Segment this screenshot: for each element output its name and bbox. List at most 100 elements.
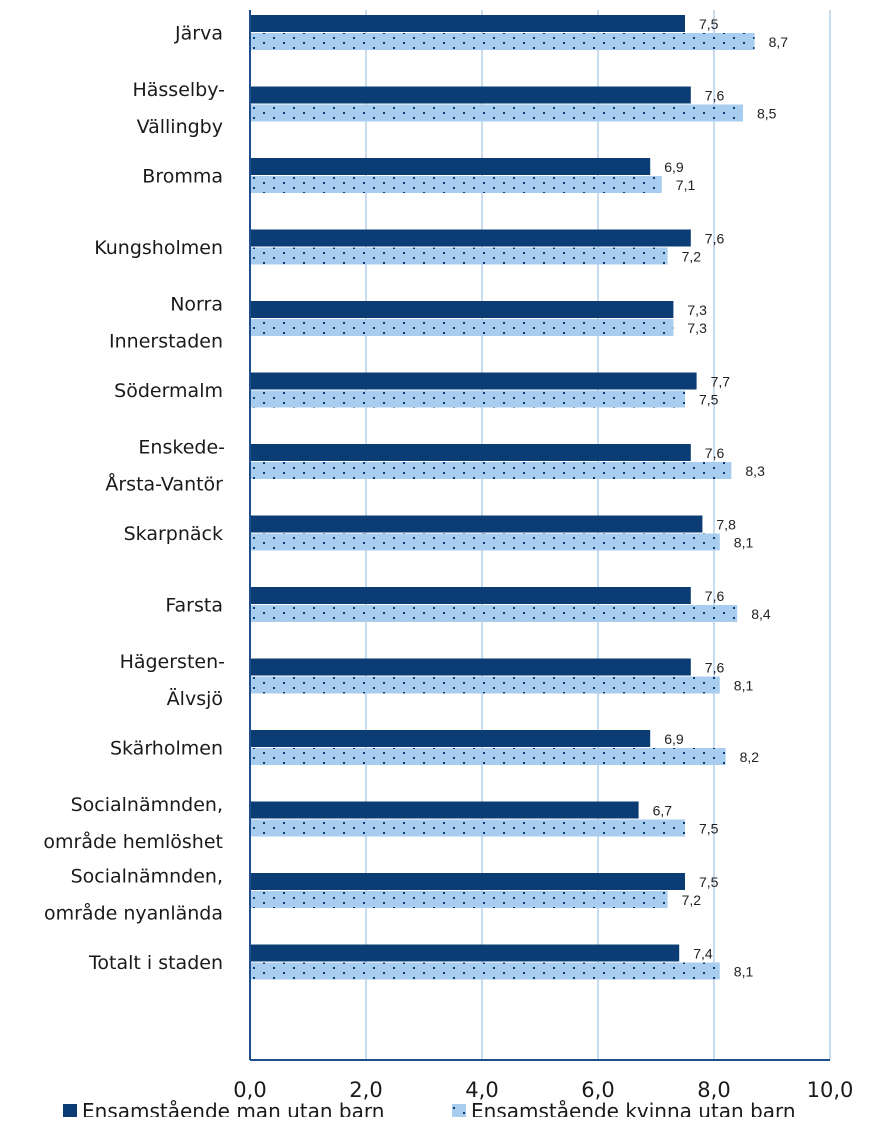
bar-man [250,587,691,604]
data-label-woman: 8,2 [740,749,760,765]
bars [250,15,755,980]
data-labels: 7,58,77,68,56,97,17,67,27,37,37,77,57,68… [653,16,789,980]
data-label-woman: 7,1 [676,177,696,193]
category-label: Södermalm [114,380,223,402]
data-label-woman: 7,2 [682,892,702,908]
data-label-woman: 8,7 [769,34,789,50]
category-label-line: Socialnämnden, [71,794,223,816]
data-label-man: 7,8 [716,517,736,533]
category-labels: Järva Hässelby- Vällingby Bromma Kungsholmen… [43,23,225,975]
x-tick-label: 4,0 [465,1078,498,1102]
legend-label-man: Ensamstående man utan barn [82,1099,384,1117]
x-tick-label: 8,0 [697,1078,730,1102]
bar-woman [250,104,743,122]
axes [249,10,830,1061]
data-label-man: 7,4 [693,946,713,962]
bar-woman [250,390,685,408]
category-label: Hägersten- Älvsjö [120,651,225,710]
data-label-man: 7,6 [705,231,725,247]
bar-woman [250,176,662,193]
data-label-woman: 8,1 [734,678,754,694]
bar-woman [250,533,720,551]
category-label: Skärholmen [110,738,223,760]
data-label-man: 7,5 [699,874,719,890]
legend-label-woman: Ensamstående kvinna utan barn [471,1099,796,1117]
category-label: Bromma [142,166,223,188]
bar-man [250,444,691,461]
x-tick-label: 10,0 [807,1078,854,1102]
bar-woman [250,462,732,479]
bar-woman [250,676,720,694]
data-label-woman: 7,5 [699,821,719,837]
bar-man [250,15,685,32]
x-tick-labels: 0,0 2,0 4,0 6,0 8,0 10,0 [233,1078,853,1102]
category-label-line: Hägersten- [120,651,225,673]
data-label-woman: 8,3 [745,463,765,479]
category-label-line: Vällingby [137,116,223,138]
category-label: Norra Innerstaden [109,294,223,353]
bar-man [250,158,651,175]
x-tick-label: 0,0 [233,1078,266,1102]
data-label-woman: 8,4 [751,606,771,622]
bar-man [250,658,691,676]
data-label-man: 7,5 [699,16,719,32]
legend-swatch-man [63,1104,77,1118]
bar-man [250,301,674,318]
x-tick-label: 2,0 [349,1078,382,1102]
bar-man [250,229,691,247]
data-label-woman: 8,5 [757,106,777,122]
data-label-man: 7,6 [705,660,725,676]
legend: Ensamstående man utan barn Ensamstående k… [63,1099,796,1121]
category-label-line: Socialnämnden, [71,866,223,888]
bar-man [250,944,680,962]
category-label: Järva [174,23,223,45]
data-label-man: 7,3 [687,302,707,318]
category-label-line: Älvsjö [167,687,223,710]
data-label-woman: 7,2 [682,249,702,265]
bar-woman [250,319,674,336]
category-label: Farsta [165,595,223,617]
category-label: Hässelby- Vällingby [132,79,225,138]
bar-woman [250,247,668,265]
category-label: Socialnämnden, område hemlöshet [43,794,223,853]
category-label-line: Innerstaden [109,331,223,353]
bar-woman [250,962,720,980]
category-label: Skarpnäck [124,523,223,545]
bar-man [250,801,639,819]
data-label-woman: 8,1 [734,964,754,980]
data-label-woman: 7,5 [699,392,719,408]
category-label: Kungsholmen [94,237,223,259]
data-label-woman: 7,3 [687,320,707,336]
category-label: Socialnämnden, område nyanlända [44,866,223,925]
category-label-line: Årsta-Vantör [105,473,223,496]
bar-woman [250,33,755,50]
category-label-line: område nyanlända [44,902,223,925]
data-label-man: 7,6 [705,588,725,604]
category-label: Totalt i staden [88,952,223,974]
bar-man [250,515,703,533]
bar-man [250,86,691,104]
data-label-man: 7,6 [705,88,725,104]
bar-woman [250,819,685,837]
bar-woman [250,891,668,908]
bar-woman [250,748,726,765]
data-label-man: 6,7 [653,803,673,819]
data-label-man: 6,9 [664,731,684,747]
bar-man [250,372,697,390]
category-label-line: område hemlöshet [43,830,223,853]
data-label-woman: 8,1 [734,535,754,551]
bar-man [250,730,651,747]
x-tick-label: 6,0 [581,1078,614,1102]
category-label-line: Hässelby- [132,79,225,101]
data-label-man: 6,9 [664,159,684,175]
data-label-man: 7,7 [711,374,731,390]
bar-woman [250,605,738,622]
bar-man [250,873,685,890]
category-label-line: Enskede- [138,437,225,459]
legend-swatch-woman [452,1104,466,1118]
category-label: Enskede- Årsta-Vantör [105,437,225,496]
category-label-line: Norra [170,294,223,316]
data-label-man: 7,6 [705,445,725,461]
